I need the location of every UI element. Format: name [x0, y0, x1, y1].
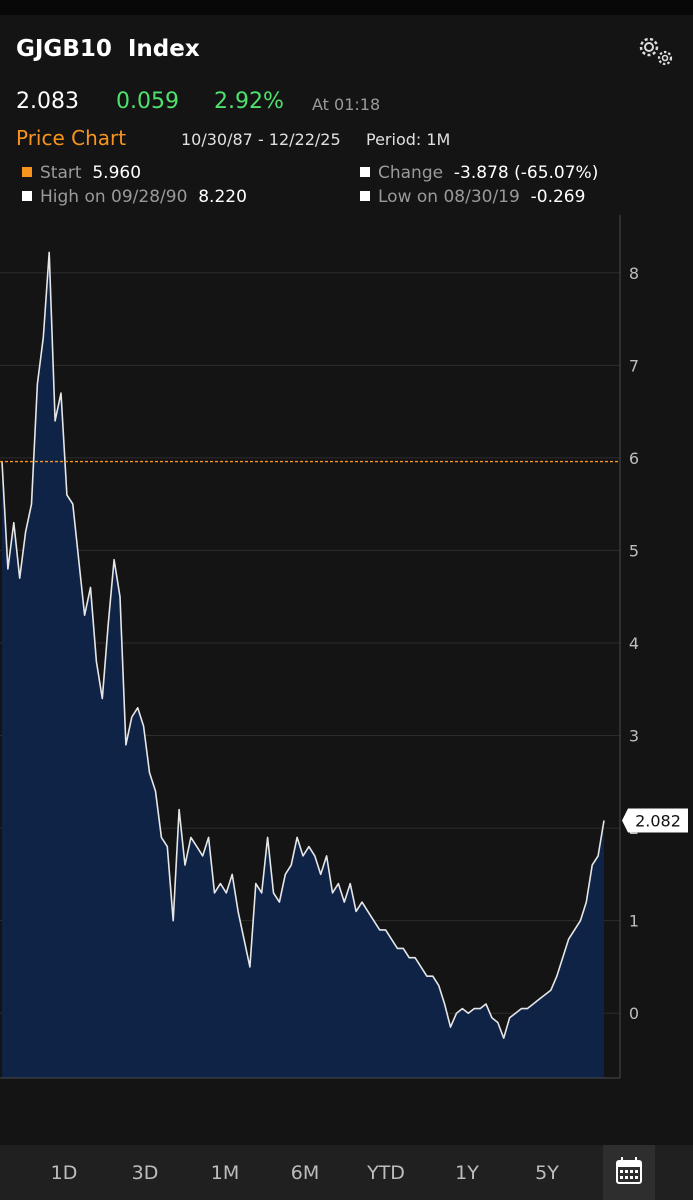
range-tab[interactable]: 1M [210, 1162, 240, 1184]
start-stat: Start 5.960 [22, 163, 141, 183]
last-price-tag: 2.082 [622, 808, 688, 833]
y-tick-label: 0 [629, 1004, 639, 1023]
date-range: 10/30/87 - 12/22/25 [181, 130, 341, 149]
status-bar [0, 0, 693, 15]
y-tick-label: 3 [629, 727, 639, 746]
quote-time: At 01:18 [312, 95, 381, 114]
range-tab[interactable]: YTD [367, 1162, 405, 1184]
range-tab[interactable]: 1Y [455, 1162, 479, 1184]
pct-change: 2.92% [214, 89, 284, 114]
chart: 0123456782.082 [0, 215, 688, 1079]
low-stat: Low on 08/30/19 -0.269 [360, 187, 585, 207]
value: 5.960 [92, 163, 142, 183]
title: GJGB10 Index [16, 36, 200, 62]
label: Start [40, 163, 82, 183]
value: 8.220 [198, 187, 247, 207]
y-tick-label: 1 [629, 912, 639, 931]
suffix: Index [127, 36, 200, 62]
range-tab[interactable]: 1D [50, 1162, 78, 1184]
chart-title[interactable]: Price Chart [16, 126, 127, 150]
value: -0.269 [530, 187, 586, 207]
range-tab[interactable]: 3D [131, 1162, 159, 1184]
calendar-icon [616, 1157, 642, 1184]
range-tab[interactable]: 6M [290, 1162, 320, 1184]
settings-icon[interactable] [636, 33, 676, 69]
y-tick-label: 8 [629, 264, 639, 283]
period: Period: 1M [366, 130, 451, 149]
high-stat: High on 09/28/90 8.220 [22, 187, 247, 207]
tag-box [622, 808, 688, 833]
tag-label: 2.082 [635, 812, 681, 831]
y-tick-label: 4 [629, 634, 639, 653]
ticker: GJGB10 [16, 36, 112, 62]
change-stat: Change -3.878 (-65.07%) [360, 163, 598, 183]
label: Change [378, 163, 444, 183]
area [2, 252, 604, 1078]
tab-bar: 1D 3D 1M 6M YTD 1Y 5Y [0, 1145, 693, 1200]
label: High on 09/28/90 [40, 187, 188, 207]
last-price: 2.083 [16, 89, 79, 114]
range-tab[interactable]: 5Y [535, 1162, 559, 1184]
line [1, 251, 605, 1039]
value: -3.878 (-65.07%) [453, 163, 599, 183]
y-tick-label: 5 [629, 541, 639, 560]
y-tick-label: 6 [629, 449, 639, 468]
calendar-tab[interactable] [603, 1145, 655, 1200]
net-change: 0.059 [116, 89, 179, 114]
y-tick-label: 7 [629, 356, 639, 375]
label: Low on 08/30/19 [378, 187, 520, 207]
